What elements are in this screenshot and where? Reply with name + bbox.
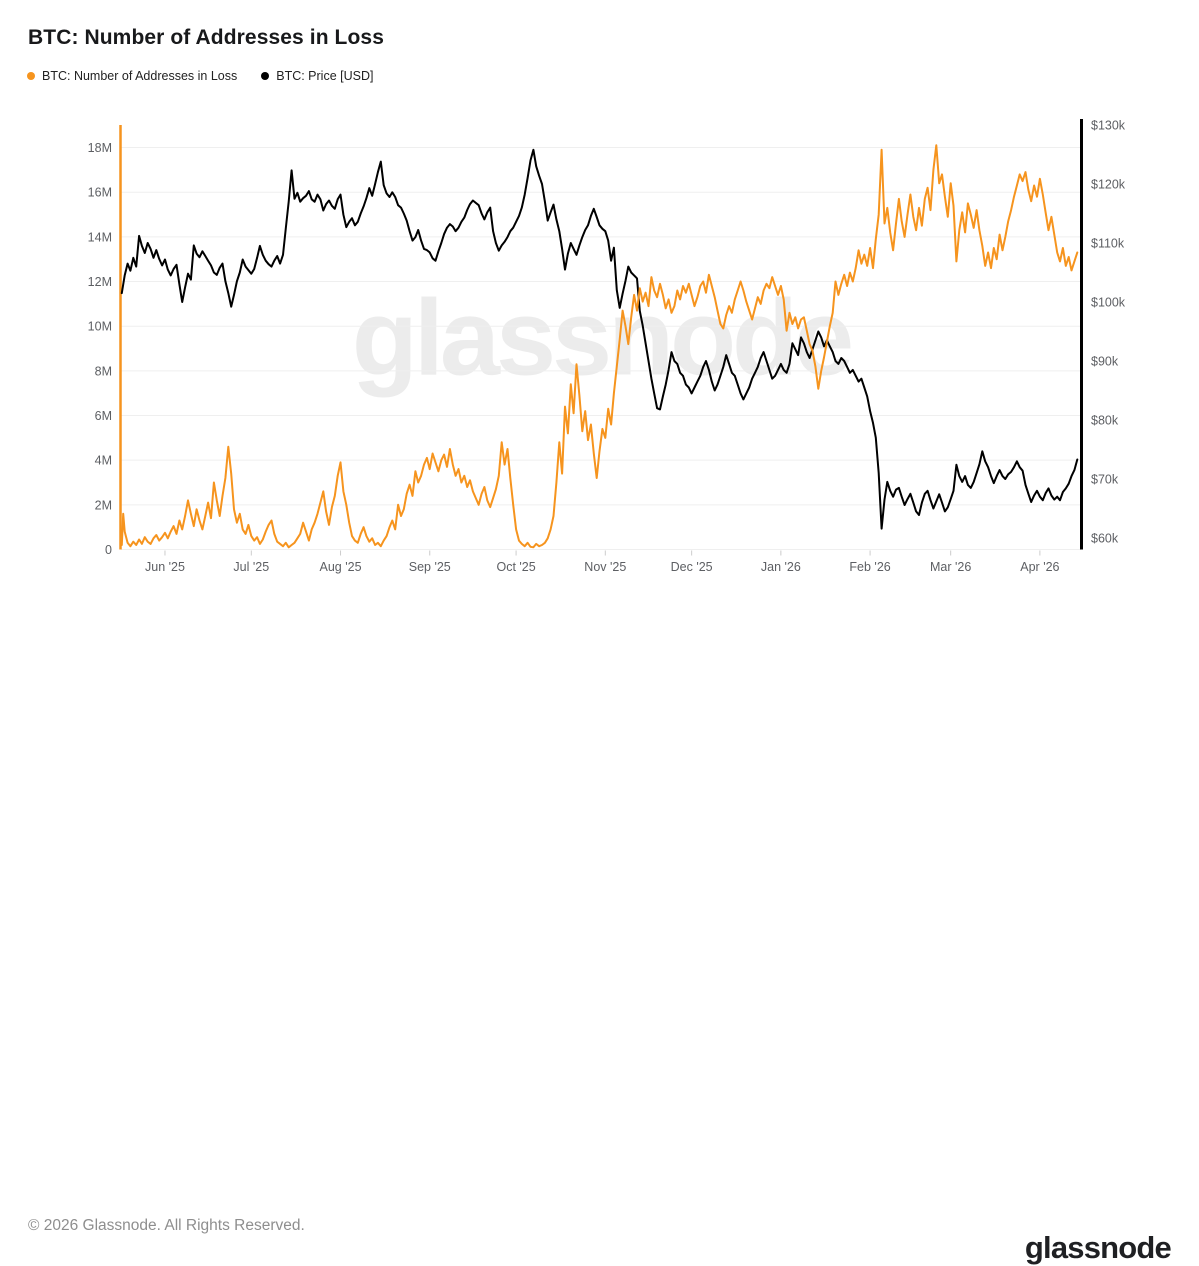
legend-item-price[interactable]: BTC: Price [USD]: [261, 69, 373, 83]
legend: BTC: Number of Addresses in Loss BTC: Pr…: [27, 69, 373, 83]
x-axis-label: Dec '25: [671, 560, 713, 574]
y-axis-left-label: 10M: [88, 320, 112, 334]
copyright-text: © 2026 Glassnode. All Rights Reserved.: [28, 1217, 305, 1234]
y-axis-left-label: 2M: [95, 498, 112, 512]
x-axis-label: Aug '25: [320, 560, 362, 574]
y-axis-left-label: 14M: [88, 230, 112, 244]
x-axis-label: Sep '25: [409, 560, 451, 574]
y-axis-right-label: $60k: [1091, 532, 1119, 546]
x-axis-label: Jun '25: [145, 560, 185, 574]
legend-label: BTC: Price [USD]: [276, 69, 374, 83]
y-axis-right-label: $110k: [1091, 237, 1125, 251]
y-axis-left-label: 8M: [95, 364, 112, 378]
glassnode-logo[interactable]: glassnode: [1024, 1230, 1172, 1265]
legend-dot-black-icon: [261, 72, 270, 80]
chart-canvas[interactable]: 0 2M 4M 6M 8M 10M 12M 14M 16M 18M $60k $70k $80k $90k…: [0, 0, 1199, 675]
x-axis-label: Apr '26: [1020, 560, 1059, 574]
x-axis-label: Jan '26: [761, 560, 801, 574]
page-title: BTC: Number of Addresses in Loss: [28, 26, 384, 49]
series-line-addresses-in-loss: [120, 144, 1079, 549]
y-axis-right-label: $90k: [1091, 355, 1119, 369]
y-axis-right-label: $70k: [1091, 473, 1119, 487]
y-axis-left-label: 12M: [88, 275, 112, 289]
y-axis-left-label: 4M: [95, 454, 112, 468]
legend-dot-orange-icon: [27, 72, 35, 80]
legend-label: BTC: Number of Addresses in Loss: [42, 69, 238, 83]
y-axis-right-label: $80k: [1091, 414, 1119, 428]
y-axis-left-label: 0: [105, 543, 112, 557]
x-axis-label: Jul '25: [233, 560, 269, 574]
x-axis-label: Feb '26: [849, 560, 890, 574]
x-axis-label: Nov '25: [584, 560, 626, 574]
series-line-price: [120, 148, 1079, 530]
x-axis-label: Oct '25: [496, 560, 535, 574]
x-axis-label: Mar '26: [930, 560, 971, 574]
y-axis-right-label: $130k: [1091, 119, 1126, 133]
y-axis-right-label: $120k: [1091, 178, 1126, 192]
y-axis-left-label: 16M: [88, 186, 112, 200]
y-axis-left-label: 18M: [88, 141, 112, 155]
footer: © 2026 Glassnode. All Rights Reserved. g…: [0, 613, 1199, 1265]
legend-item-addresses-in-loss[interactable]: BTC: Number of Addresses in Loss: [27, 69, 237, 83]
y-axis-left-label: 6M: [95, 409, 112, 423]
y-axis-right-label: $100k: [1091, 296, 1126, 310]
